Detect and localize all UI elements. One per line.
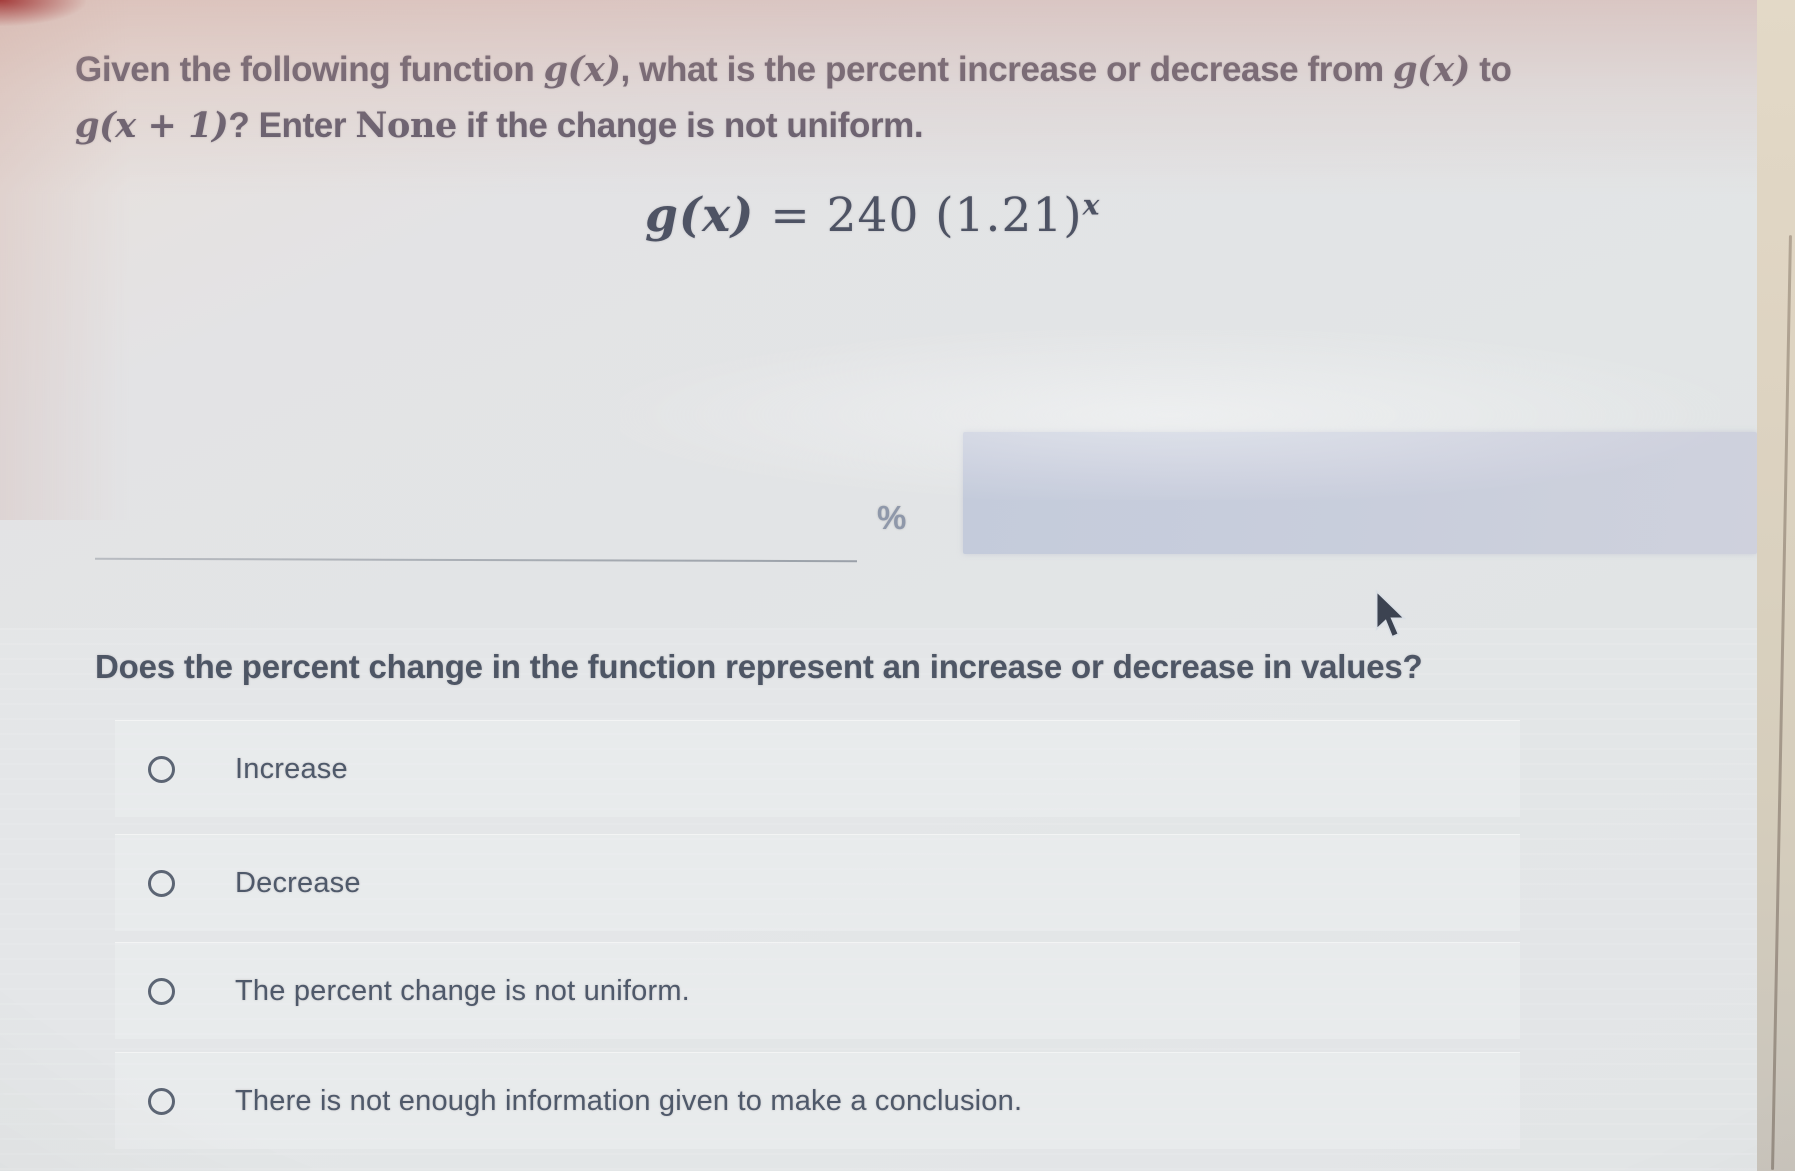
option-row-decrease[interactable]: Decrease [115, 834, 1520, 931]
answer-input[interactable] [94, 557, 858, 563]
question-1-line-2: g(x + 1)? Enter None if the change is no… [75, 105, 924, 146]
option-row-increase[interactable]: Increase [115, 720, 1520, 817]
radio-button[interactable] [148, 1087, 175, 1115]
question-2: Does the percent change in the function … [95, 648, 1423, 685]
radio-button[interactable] [148, 869, 175, 897]
math-gx-plus-1: g(x + 1) [75, 105, 229, 146]
math-gx: g(x) [1393, 49, 1470, 90]
option-row-not-uniform[interactable]: The percent change is not uniform. [115, 942, 1520, 1039]
option-label: There is not enough information given to… [235, 1084, 1023, 1117]
math-gx: g(x) [543, 49, 621, 90]
option-row-not-enough-info[interactable]: There is not enough information given to… [115, 1052, 1520, 1149]
percent-suffix: % [877, 499, 907, 536]
option-label: The percent change is not uniform. [235, 974, 690, 1007]
formula-exponent: x [1082, 188, 1101, 222]
photo-corner-glare [0, 0, 86, 26]
radio-button[interactable] [148, 977, 175, 1005]
option-label: Decrease [235, 866, 361, 899]
function-formula: g(x) = 240 (1.21)x [645, 188, 1101, 243]
question-1-line-1: Given the following function g(x), what … [75, 49, 1512, 90]
question-1: Given the following function g(x), what … [75, 42, 1635, 154]
highlighted-answer-box[interactable] [963, 432, 1757, 554]
keyword-none: None [355, 105, 457, 146]
option-label: Increase [235, 752, 348, 785]
radio-button[interactable] [148, 755, 175, 783]
